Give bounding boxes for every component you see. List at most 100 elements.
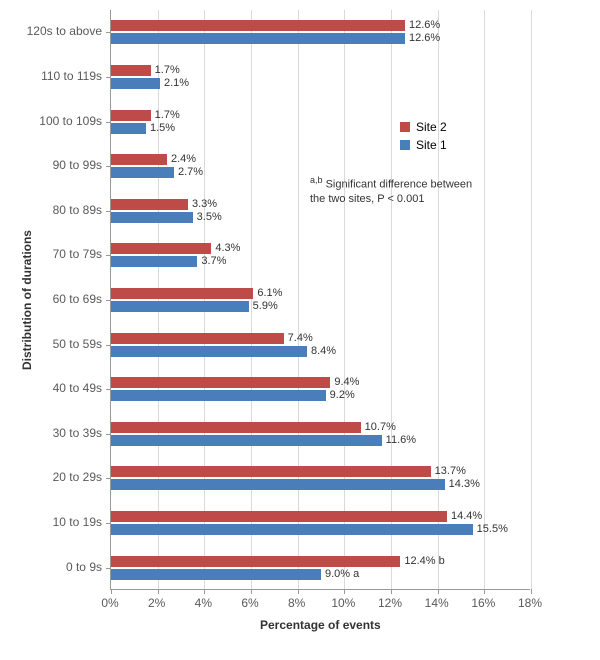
- y-category-label: 50 to 59s: [53, 337, 102, 351]
- bar-site1: [111, 479, 445, 490]
- x-axis-title: Percentage of events: [260, 618, 381, 632]
- bar-label-site1: 8.4%: [311, 345, 336, 357]
- x-tick-label: 10%: [331, 596, 355, 610]
- bar-label-site2: 4.3%: [215, 242, 240, 254]
- bar-site2: [111, 466, 431, 477]
- x-tick-label: 16%: [471, 596, 495, 610]
- bar-site2: [111, 154, 167, 165]
- x-tick: [484, 589, 485, 594]
- bar-site2: [111, 422, 361, 433]
- bar-site1: [111, 256, 197, 267]
- bar-label-site2: 13.7%: [435, 465, 466, 477]
- bar-label-site1: 3.5%: [197, 211, 222, 223]
- gridline: [438, 10, 439, 589]
- legend-item: Site 2: [400, 120, 447, 134]
- bar-site1: [111, 33, 405, 44]
- bar-site2: [111, 377, 330, 388]
- x-tick-label: 18%: [518, 596, 542, 610]
- annotation-superscript: a,b: [310, 175, 323, 185]
- gridline: [158, 10, 159, 589]
- legend-swatch: [400, 122, 410, 132]
- bar-label-site1: 15.5%: [477, 523, 508, 535]
- bar-site2: [111, 288, 253, 299]
- bar-label-site1: 14.3%: [449, 478, 480, 490]
- bar-label-site1: 11.6%: [386, 434, 416, 446]
- bar-label-site1: 2.1%: [164, 77, 189, 89]
- bar-label-site2: 12.6%: [409, 19, 440, 31]
- bar-site2: [111, 511, 447, 522]
- y-category-label: 60 to 69s: [53, 292, 102, 306]
- x-tick: [438, 589, 439, 594]
- gridline: [484, 10, 485, 589]
- bar-label-site1: 12.6%: [409, 32, 440, 44]
- plot-area: 12.4% b9.0% a14.4%15.5%13.7%14.3%10.7%11…: [110, 10, 530, 590]
- y-category-label: 20 to 29s: [53, 470, 102, 484]
- legend: Site 2 Site 1: [400, 120, 447, 156]
- bar-label-site2: 1.7%: [155, 64, 180, 76]
- x-tick: [298, 589, 299, 594]
- bar-label-site2: 14.4%: [451, 510, 482, 522]
- y-category-label: 80 to 89s: [53, 203, 102, 217]
- bar-label-site2: 1.7%: [155, 109, 180, 121]
- bar-site1: [111, 569, 321, 580]
- x-tick-label: 14%: [425, 596, 449, 610]
- bar-label-site2: 9.4%: [334, 376, 359, 388]
- bar-site1: [111, 346, 307, 357]
- legend-swatch: [400, 140, 410, 150]
- legend-item: Site 1: [400, 138, 447, 152]
- bar-site1: [111, 212, 193, 223]
- significance-annotation: a,b Significant difference between the t…: [310, 175, 472, 206]
- x-tick: [204, 589, 205, 594]
- bar-site2: [111, 65, 151, 76]
- bar-label-site2: 7.4%: [288, 332, 313, 344]
- x-tick-label: 0%: [101, 596, 118, 610]
- x-tick-label: 8%: [288, 596, 305, 610]
- bar-label-site1: 3.7%: [201, 255, 226, 267]
- bar-site1: [111, 301, 249, 312]
- y-category-label: 0 to 9s: [66, 560, 102, 574]
- annotation-line1: Significant difference between: [323, 179, 473, 191]
- bar-site1: [111, 123, 146, 134]
- legend-label: Site 1: [416, 138, 447, 152]
- bar-site1: [111, 390, 326, 401]
- gridline: [391, 10, 392, 589]
- bar-site2: [111, 333, 284, 344]
- bar-site1: [111, 167, 174, 178]
- bar-label-site1: 9.0% a: [325, 568, 359, 580]
- y-category-label: 30 to 39s: [53, 426, 102, 440]
- bar-site2: [111, 20, 405, 31]
- bar-label-site1: 5.9%: [253, 300, 278, 312]
- bar-site2: [111, 199, 188, 210]
- gridline: [531, 10, 532, 589]
- y-axis-title: Distribution of durations: [20, 230, 34, 370]
- x-tick: [344, 589, 345, 594]
- bar-label-site2: 12.4% b: [404, 555, 444, 567]
- bar-label-site2: 3.3%: [192, 198, 217, 210]
- x-tick-label: 4%: [195, 596, 212, 610]
- bar-label-site1: 1.5%: [150, 122, 175, 134]
- x-tick: [391, 589, 392, 594]
- bar-site2: [111, 110, 151, 121]
- x-tick-label: 6%: [241, 596, 258, 610]
- y-category-label: 40 to 49s: [53, 381, 102, 395]
- gridline: [204, 10, 205, 589]
- bar-site2: [111, 243, 211, 254]
- y-category-label: 110 to 119s: [41, 69, 102, 83]
- x-tick: [158, 589, 159, 594]
- legend-label: Site 2: [416, 120, 447, 134]
- y-category-label: 120s to above: [27, 24, 102, 38]
- bar-site1: [111, 524, 473, 535]
- bar-label-site2: 6.1%: [257, 287, 282, 299]
- x-tick-label: 12%: [378, 596, 402, 610]
- x-tick-label: 2%: [148, 596, 165, 610]
- y-category-label: 70 to 79s: [53, 247, 102, 261]
- y-category-label: 100 to 109s: [39, 114, 102, 128]
- bar-label-site1: 9.2%: [330, 389, 355, 401]
- annotation-line2: the two sites, P < 0.001: [310, 192, 472, 206]
- x-tick: [251, 589, 252, 594]
- y-category-label: 90 to 99s: [53, 158, 102, 172]
- gridline: [298, 10, 299, 589]
- bar-site2: [111, 556, 400, 567]
- gridline: [344, 10, 345, 589]
- bar-site1: [111, 78, 160, 89]
